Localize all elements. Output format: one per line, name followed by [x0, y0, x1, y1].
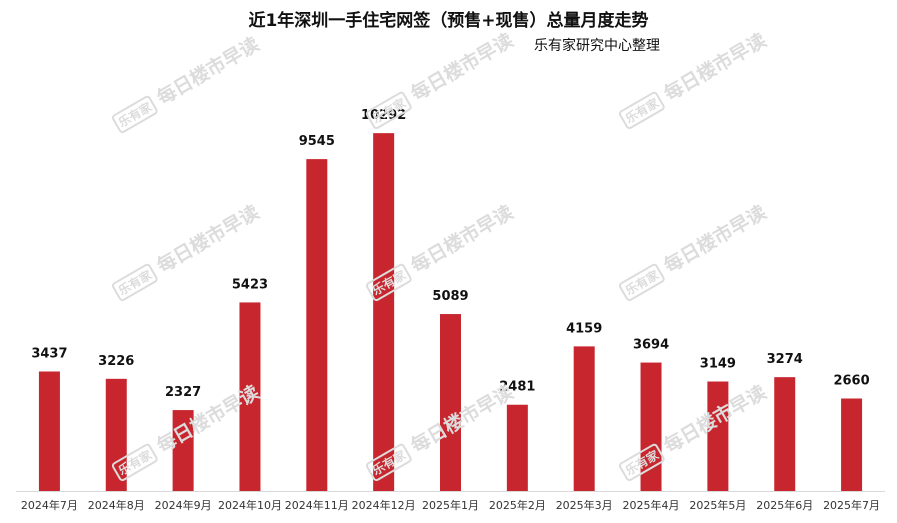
bar-2024年12月: [373, 133, 395, 491]
data-label: 3437: [31, 346, 67, 361]
x-tick-label: 2024年12月: [352, 498, 416, 512]
data-label: 10292: [361, 108, 406, 123]
x-tick-label: 2025年1月: [422, 498, 479, 512]
bar-2024年7月: [38, 371, 60, 491]
x-tick-label: 2025年3月: [556, 498, 613, 512]
x-tick-label: 2024年7月: [21, 498, 78, 512]
x-tick-label: 2025年5月: [689, 498, 746, 512]
data-label: 2660: [833, 374, 869, 389]
x-ticks-group: 2024年7月 2024年8月 2024年9月 2024年10月 2024年11月 202…: [21, 498, 880, 512]
data-label: 2327: [165, 385, 201, 400]
x-tick-label: 2025年7月: [823, 498, 880, 512]
x-tick-label: 2024年10月: [218, 498, 282, 512]
data-label: 3226: [98, 354, 134, 369]
x-tick-label: 2025年4月: [623, 498, 680, 512]
data-labels-group: 3437 3226 2327 5423 9545 10292 5089 2481 4159 369…: [31, 108, 869, 400]
bar-2024年11月: [306, 159, 328, 491]
x-tick-label: 2024年8月: [88, 498, 145, 512]
x-tick-label: 2025年2月: [489, 498, 546, 512]
x-tick-label: 2025年6月: [756, 498, 813, 512]
bar-2024年10月: [239, 302, 261, 491]
data-label: 2481: [499, 380, 535, 395]
data-label: 9545: [299, 134, 335, 149]
data-label: 5423: [232, 277, 268, 292]
bar-2025年4月: [640, 362, 662, 491]
bar-2025年7月: [841, 398, 863, 491]
bar-2025年5月: [707, 381, 729, 491]
data-label: 4159: [566, 321, 602, 336]
data-label: 3274: [767, 352, 803, 367]
bar-2024年9月: [172, 410, 194, 491]
bar-2025年2月: [506, 404, 528, 491]
bar-2025年6月: [774, 377, 796, 491]
bar-2025年1月: [440, 314, 461, 491]
x-tick-label: 2024年11月: [285, 498, 349, 512]
x-tick-label: 2024年9月: [155, 498, 212, 512]
bar-2025年3月: [573, 346, 595, 491]
bar-2024年8月: [105, 378, 127, 491]
bars-group: [38, 133, 863, 491]
data-label: 5089: [432, 289, 468, 304]
data-label: 3694: [633, 338, 669, 353]
chart-title: 近1年深圳一手住宅网签（预售+现售）总量月度走势: [248, 11, 649, 31]
data-label: 3149: [700, 357, 736, 372]
chart-subtitle: 乐有家研究中心整理: [534, 38, 660, 54]
